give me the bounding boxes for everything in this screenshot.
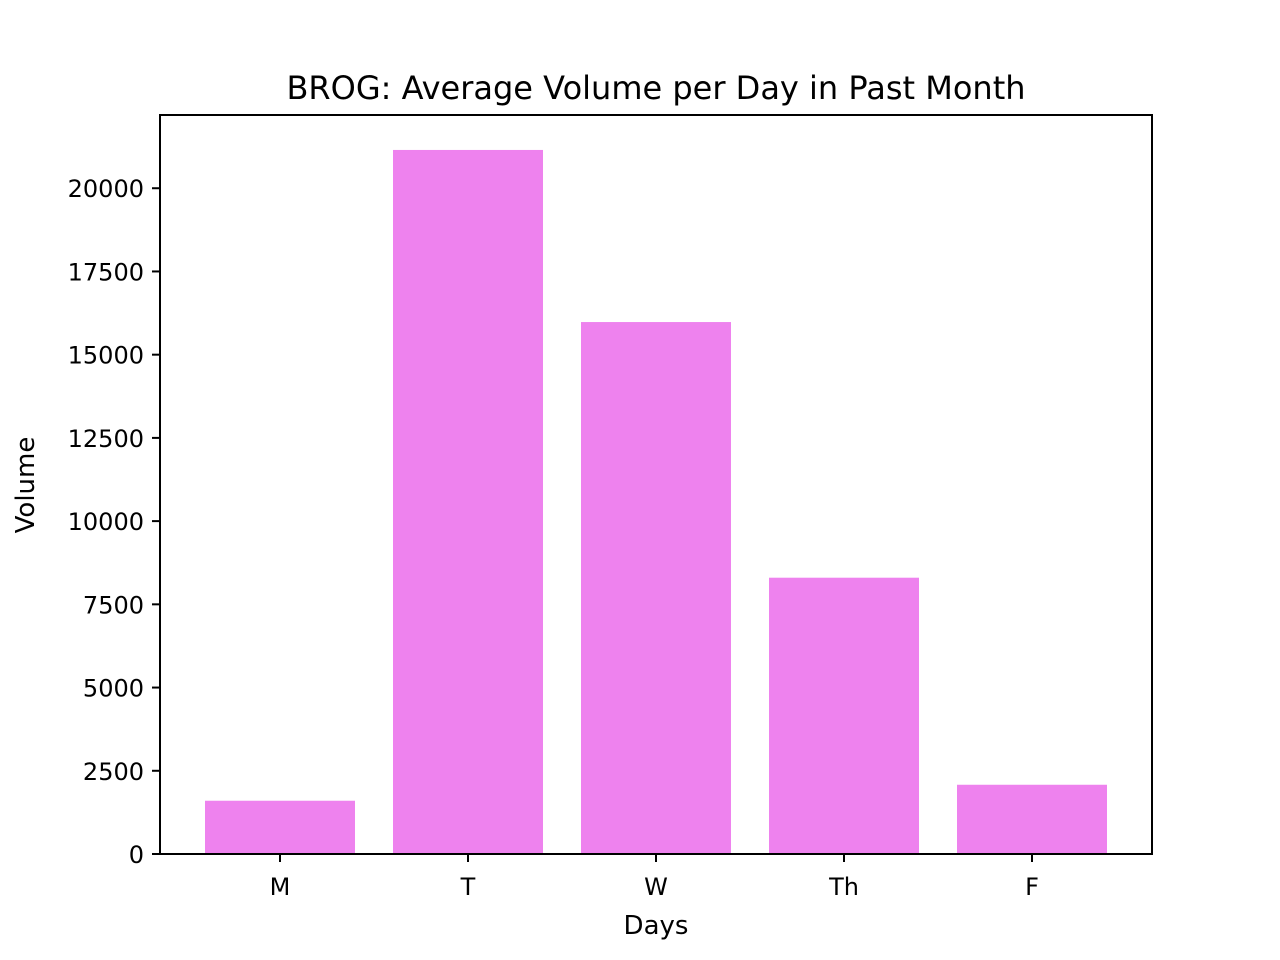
bar-m: [205, 800, 355, 854]
plot-area-frame: [159, 114, 1153, 855]
bar-t: [393, 149, 543, 854]
x-tick-label: W: [644, 873, 668, 901]
x-tick-label: M: [270, 873, 291, 901]
y-axis-label: Volume: [11, 437, 41, 534]
y-tick-label: 15000: [68, 342, 144, 370]
bar-f: [957, 784, 1107, 854]
y-tick-label: 17500: [68, 258, 144, 286]
x-tick-label: Th: [828, 873, 859, 901]
y-tick-label: 10000: [68, 508, 144, 536]
y-tick-label: 0: [129, 841, 144, 869]
bar-th: [769, 577, 919, 854]
x-tick-label: F: [1025, 873, 1039, 901]
bars-group: [205, 149, 1107, 854]
y-axis-ticks: 0 2500 5000 7500 10000 12500 15000 17500 20000: [68, 175, 160, 869]
chart-title: BROG: Average Volume per Day in Past Mon…: [286, 69, 1025, 107]
x-axis-label: Days: [624, 911, 689, 941]
x-axis-ticks: M T W Th F: [270, 854, 1039, 901]
x-tick-label: T: [460, 873, 476, 901]
y-tick-label: 7500: [83, 591, 144, 619]
y-tick-label: 2500: [83, 758, 144, 786]
y-tick-label: 12500: [68, 425, 144, 453]
y-tick-label: 5000: [83, 675, 144, 703]
bar-w: [581, 322, 731, 854]
y-tick-label: 20000: [68, 175, 144, 203]
